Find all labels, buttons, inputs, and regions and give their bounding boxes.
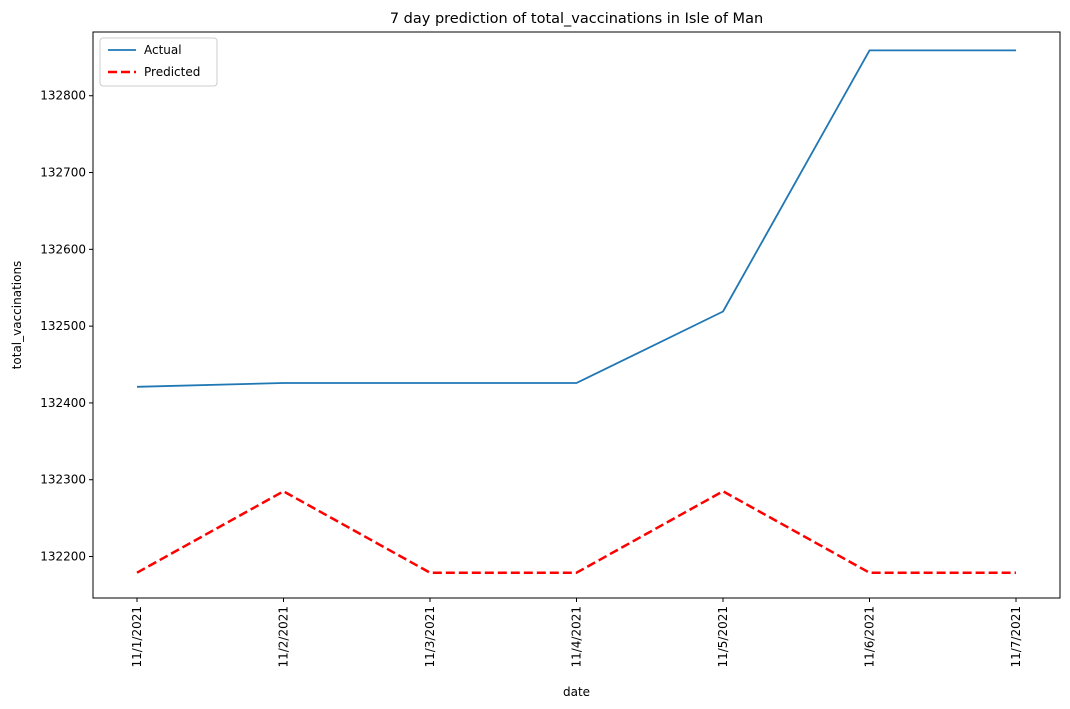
y-tick-label: 132300: [40, 473, 86, 487]
y-axis: 132200 132300 132400 132500 132600 132700 1328…: [40, 89, 93, 564]
series-line-predicted: [136, 490, 1016, 574]
x-tick-label: 11/3/2021: [423, 606, 437, 668]
y-tick-label: 132600: [40, 242, 86, 256]
x-tick-label: 11/5/2021: [716, 606, 730, 668]
legend-label-actual: Actual: [144, 43, 182, 57]
y-tick-label: 132400: [40, 396, 86, 410]
y-tick-label: 132700: [40, 166, 86, 180]
series-layer: [136, 49, 1016, 574]
x-axis-title: date: [563, 685, 590, 699]
y-tick-label: 132200: [40, 550, 86, 564]
series-line-actual: [136, 49, 1016, 388]
x-tick-label: 11/7/2021: [1009, 606, 1023, 668]
chart-title: 7 day prediction of total_vaccinations i…: [390, 11, 763, 27]
x-tick-label: 11/6/2021: [863, 606, 877, 668]
y-tick-label: 132500: [40, 319, 86, 333]
y-axis-title: total_vaccinations: [10, 261, 24, 370]
y-tick-label: 132800: [40, 89, 86, 103]
plot-area-frame: [92, 31, 1061, 599]
x-tick-label: 11/4/2021: [570, 606, 584, 668]
x-axis: 11/1/2021 11/2/2021 11/3/2021 11/4/2021 11/5…: [130, 598, 1023, 668]
legend: Actual Predicted: [99, 37, 218, 87]
legend-label-predicted: Predicted: [144, 65, 200, 79]
x-tick-label: 11/2/2021: [277, 606, 291, 668]
x-tick-label: 11/1/2021: [130, 606, 144, 668]
